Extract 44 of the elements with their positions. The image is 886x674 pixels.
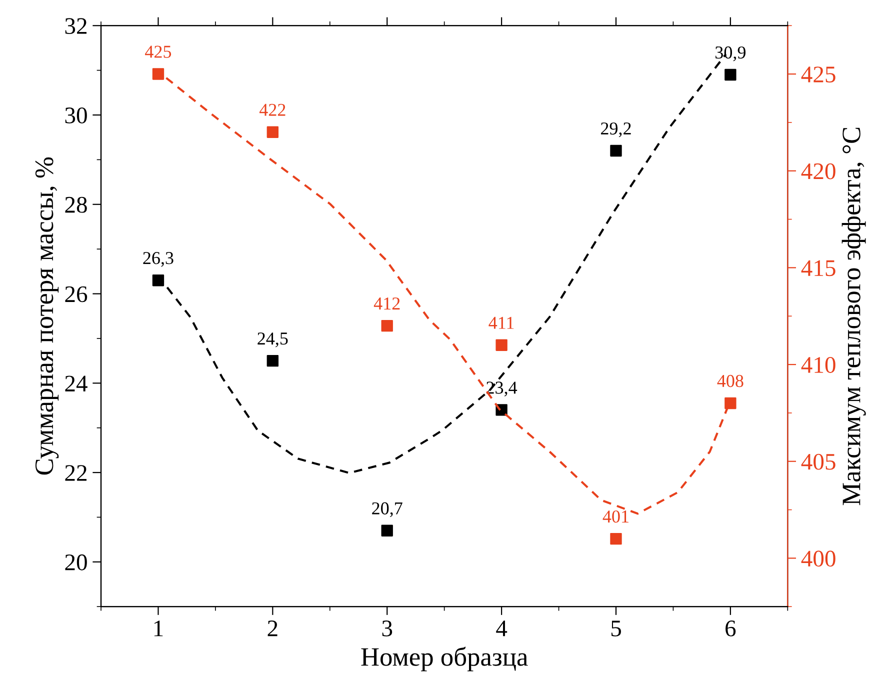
y-tick-label: 30 bbox=[65, 107, 87, 124]
data-label: 408 bbox=[717, 374, 744, 388]
y2-tick-label: 400 bbox=[801, 550, 836, 567]
point bbox=[381, 524, 393, 536]
y-tick-label: 28 bbox=[65, 196, 87, 213]
point bbox=[152, 68, 164, 80]
point bbox=[381, 320, 393, 332]
y2-axis-title: Максимум теплового эффекта, °C bbox=[842, 128, 866, 506]
point bbox=[610, 532, 622, 545]
data-label: 26,3 bbox=[143, 252, 174, 267]
x-tick-label: 6 bbox=[726, 620, 736, 636]
y-tick-label: 22 bbox=[65, 465, 87, 481]
data-label: 20,7 bbox=[372, 502, 402, 518]
y2-tick-label: 415 bbox=[801, 260, 836, 276]
x-tick-label: 2 bbox=[268, 620, 278, 636]
x-axis-title: Номер образца bbox=[361, 646, 528, 672]
x-tick-label: 4 bbox=[496, 620, 508, 636]
data-label: 425 bbox=[145, 46, 172, 58]
data-label: 401 bbox=[602, 510, 628, 523]
y-tick-label: 32 bbox=[65, 18, 87, 34]
data-label: 29,2 bbox=[600, 122, 631, 138]
y2-tick-label: 405 bbox=[801, 454, 836, 470]
point bbox=[152, 274, 164, 286]
point bbox=[610, 144, 622, 157]
point bbox=[266, 354, 279, 367]
data-label: 412 bbox=[374, 297, 400, 310]
y-axis-title: Суммарная потеря массы, % bbox=[35, 157, 59, 475]
y2-tick-label: 425 bbox=[801, 66, 836, 82]
y-tick-label: 20 bbox=[65, 554, 87, 570]
point bbox=[266, 126, 279, 138]
y-tick-label: 24 bbox=[65, 376, 88, 392]
point bbox=[496, 339, 508, 351]
y-tick-label: 26 bbox=[65, 286, 88, 302]
x-tick-label: 1 bbox=[154, 620, 163, 636]
data-label: 24,5 bbox=[258, 332, 288, 348]
data-label: 411 bbox=[488, 316, 514, 329]
point bbox=[724, 397, 736, 410]
x-tick-label: 5 bbox=[611, 620, 621, 636]
point bbox=[724, 68, 736, 81]
y2-tick-label: 410 bbox=[801, 357, 836, 373]
x-tick-label: 3 bbox=[382, 620, 392, 636]
y2-tick-label: 420 bbox=[801, 163, 836, 180]
data-label: 422 bbox=[259, 104, 286, 116]
data-label: 30,9 bbox=[716, 46, 746, 62]
